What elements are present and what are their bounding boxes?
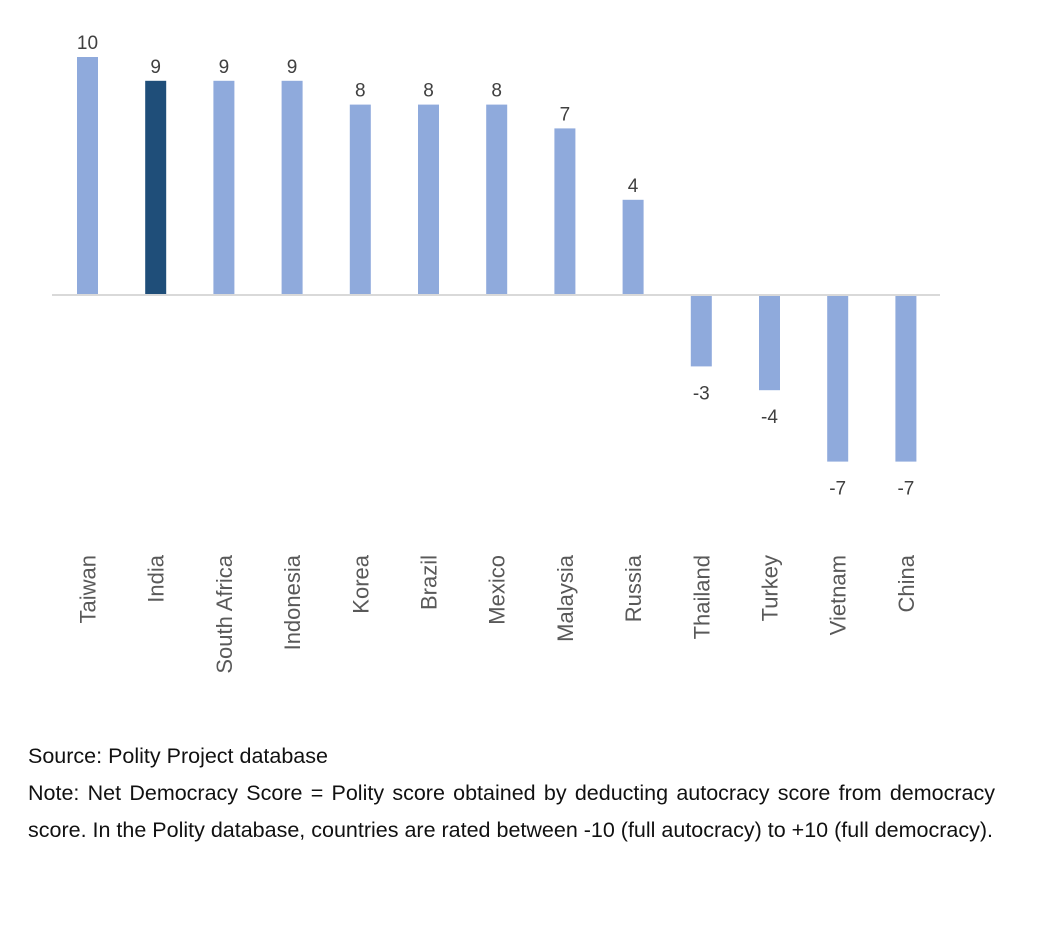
bar-turkey [759, 295, 780, 391]
value-label: 9 [150, 57, 161, 78]
category-label: Vietnam [826, 555, 851, 635]
category-label: Russia [621, 554, 646, 622]
value-label: 8 [355, 81, 366, 102]
source-text: Source: Polity Project database [28, 744, 328, 768]
category-label: South Africa [212, 554, 237, 673]
value-label: 10 [77, 33, 98, 54]
bar-china [895, 295, 917, 462]
value-label: 9 [219, 57, 230, 78]
bar-brazil [418, 104, 439, 295]
bar-south-africa [213, 80, 235, 295]
bar-chart: 10 9 9 9 8 8 8 7 4 -3 -4 -7 -7 Taiwan India South Afric… [52, 33, 940, 674]
value-label: 9 [287, 57, 298, 78]
category-label: Korea [348, 554, 373, 613]
value-label: 8 [491, 81, 502, 102]
bar-thailand [690, 295, 712, 367]
category-label: China [894, 554, 919, 612]
bar-malaysia [554, 128, 576, 295]
chart-notes: Source: Polity Project database Note: Ne… [28, 738, 995, 849]
category-label: Thailand [689, 555, 714, 639]
bar-indonesia [281, 80, 303, 295]
value-label: 8 [423, 81, 434, 102]
category-label: Brazil [417, 555, 442, 610]
category-label: Malaysia [553, 554, 578, 642]
bar-korea [349, 104, 371, 295]
note-text: Note: Net Democracy Score = Polity score… [28, 781, 995, 842]
value-label: -3 [693, 383, 710, 404]
value-label: -7 [829, 479, 846, 500]
bar-russia [622, 199, 644, 295]
category-label: Mexico [485, 555, 510, 625]
value-label: 7 [560, 104, 571, 125]
bar-vietnam [827, 295, 849, 462]
value-label: 4 [628, 176, 639, 197]
category-label: Taiwan [76, 555, 101, 623]
category-label: Indonesia [280, 554, 305, 650]
category-label: Turkey [758, 555, 783, 621]
value-label: -7 [897, 479, 914, 500]
value-label: -4 [761, 407, 778, 428]
category-label: India [144, 554, 169, 602]
bar-india [145, 80, 167, 295]
bar-taiwan [77, 57, 98, 295]
bar-mexico [486, 104, 508, 295]
